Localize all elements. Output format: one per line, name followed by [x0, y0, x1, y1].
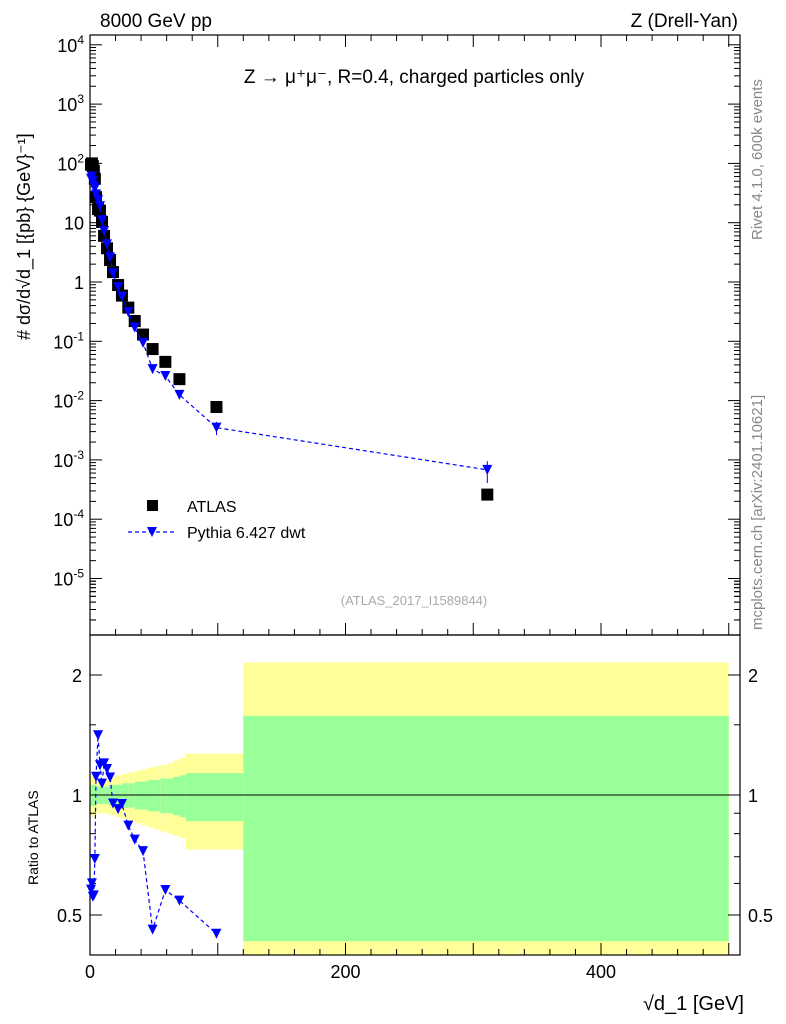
pythia-data-point: [116, 291, 127, 302]
mcplots-label: mcplots.cern.ch [arXiv:2401.10621]: [749, 395, 766, 630]
pythia-data-point: [113, 282, 124, 293]
ratio-y-tick-label-right: 1: [748, 786, 758, 806]
ratio-pythia-point: [88, 890, 99, 901]
x-tick-label: 400: [586, 962, 616, 982]
y-tick-label: 10-2: [53, 389, 84, 412]
ratio-y-tick-label-right: 0.5: [748, 906, 773, 926]
header-right: Z (Drell-Yan): [631, 11, 738, 32]
y-tick-label: 10-5: [53, 567, 84, 590]
pythia-data-point: [94, 201, 105, 212]
ratio-pythia-point: [116, 799, 127, 810]
ratio-y-label: Ratio to ATLAS: [25, 790, 41, 885]
y-tick-label: 10: [64, 214, 84, 234]
ratio-y-tick-label-right: 2: [748, 666, 758, 686]
ratio-y-tick-label: 1: [72, 786, 82, 806]
pythia-data-point: [101, 239, 112, 250]
atlas-data-point: [210, 400, 223, 413]
ratio-pythia-point: [211, 928, 222, 939]
ratio-pythia-point: [174, 895, 185, 906]
pythia-data-point: [123, 307, 134, 318]
y-tick-label: 104: [57, 33, 84, 56]
main-frame: [89, 34, 741, 636]
pythia-data-point: [174, 389, 185, 400]
y-tick-label: 102: [57, 151, 84, 174]
ratio-pythia-point: [138, 846, 149, 857]
atlas-data-point: [173, 373, 186, 386]
uncertainty-band-green: [153, 780, 161, 812]
ratio-pythia-point: [147, 924, 158, 935]
atlas-data-point: [159, 355, 172, 368]
pythia-line: [90, 174, 488, 471]
uncertainty-band-green: [160, 778, 167, 814]
y-tick-label: 10-4: [53, 507, 84, 530]
ratio-pythia-point: [101, 763, 112, 774]
ratio-y-tick-label: 2: [72, 666, 82, 686]
y-axis-label: # dσ/d√d_1 [{pb} {GeV}⁻¹]: [14, 133, 35, 340]
uncertainty-band-green: [141, 781, 148, 810]
x-tick-label: 200: [330, 962, 360, 982]
pythia-data-point: [105, 252, 116, 263]
uncertainty-band-green: [134, 781, 142, 810]
x-tick-label: 0: [85, 962, 95, 982]
pythia-data-point: [138, 337, 149, 348]
ratio-pythia-point: [113, 804, 124, 815]
analysis-label: (ATLAS_2017_I1589844): [341, 593, 487, 608]
ratio-y-tick-label: 0.5: [57, 906, 82, 926]
legend-atlas-marker: [147, 500, 158, 511]
ratio-pythia-point: [86, 884, 97, 895]
legend-atlas-label: ATLAS: [187, 499, 237, 516]
rivet-label: Rivet 4.1.0, 600k events: [749, 79, 766, 240]
ratio-pythia-point: [105, 772, 116, 783]
ratio-pythia-point: [99, 758, 110, 769]
ratio-pythia-point: [86, 878, 97, 889]
pythia-data-point: [99, 226, 110, 237]
legend: ATLAS Pythia 6.427 dwt: [128, 499, 306, 542]
y-tick-label: 103: [57, 92, 84, 115]
pythia-data-point: [147, 364, 158, 375]
y-tick-label: 1: [74, 273, 84, 293]
atlas-data-point: [481, 488, 494, 501]
header-left: 8000 GeV pp: [100, 11, 212, 32]
pythia-data-point: [211, 422, 222, 433]
uncertainty-band-green: [166, 778, 174, 814]
y-tick-label: 10-3: [53, 448, 84, 471]
uncertainty-band-green: [173, 776, 180, 816]
ratio-pythia-point: [129, 834, 140, 845]
pythia-data-point: [129, 322, 140, 333]
pythia-data-point: [482, 464, 493, 475]
pythia-data-point: [89, 183, 100, 194]
ratio-pythia-point: [93, 730, 104, 741]
pythia-data-point: [160, 370, 171, 381]
pythia-data-point: [91, 189, 102, 200]
uncertainty-band-green: [179, 775, 186, 818]
ratio-pythia-point: [107, 798, 118, 809]
uncertainty-band-green: [243, 715, 729, 942]
pythia-data-point: [107, 268, 118, 279]
ratio-pythia-point: [97, 778, 108, 789]
pythia-data-point: [97, 215, 108, 226]
x-axis-label: √d_1 [GeV]: [643, 993, 744, 1015]
ratio-pythia-point: [160, 884, 171, 895]
uncertainty-band-green: [147, 780, 154, 812]
chart-title: Z → μ⁺μ⁻, R=0.4, charged particles only: [244, 67, 585, 88]
y-tick-label: 10-1: [53, 329, 84, 352]
ratio-pythia-point: [123, 820, 134, 831]
atlas-data-point: [146, 343, 159, 356]
legend-pythia-marker: [147, 527, 157, 537]
legend-pythia-label: Pythia 6.427 dwt: [187, 525, 306, 542]
ratio-pythia-point: [91, 771, 102, 782]
ratio-pythia-point: [89, 854, 100, 865]
uncertainty-band-green: [185, 773, 244, 822]
pythia-data-point: [93, 195, 104, 206]
